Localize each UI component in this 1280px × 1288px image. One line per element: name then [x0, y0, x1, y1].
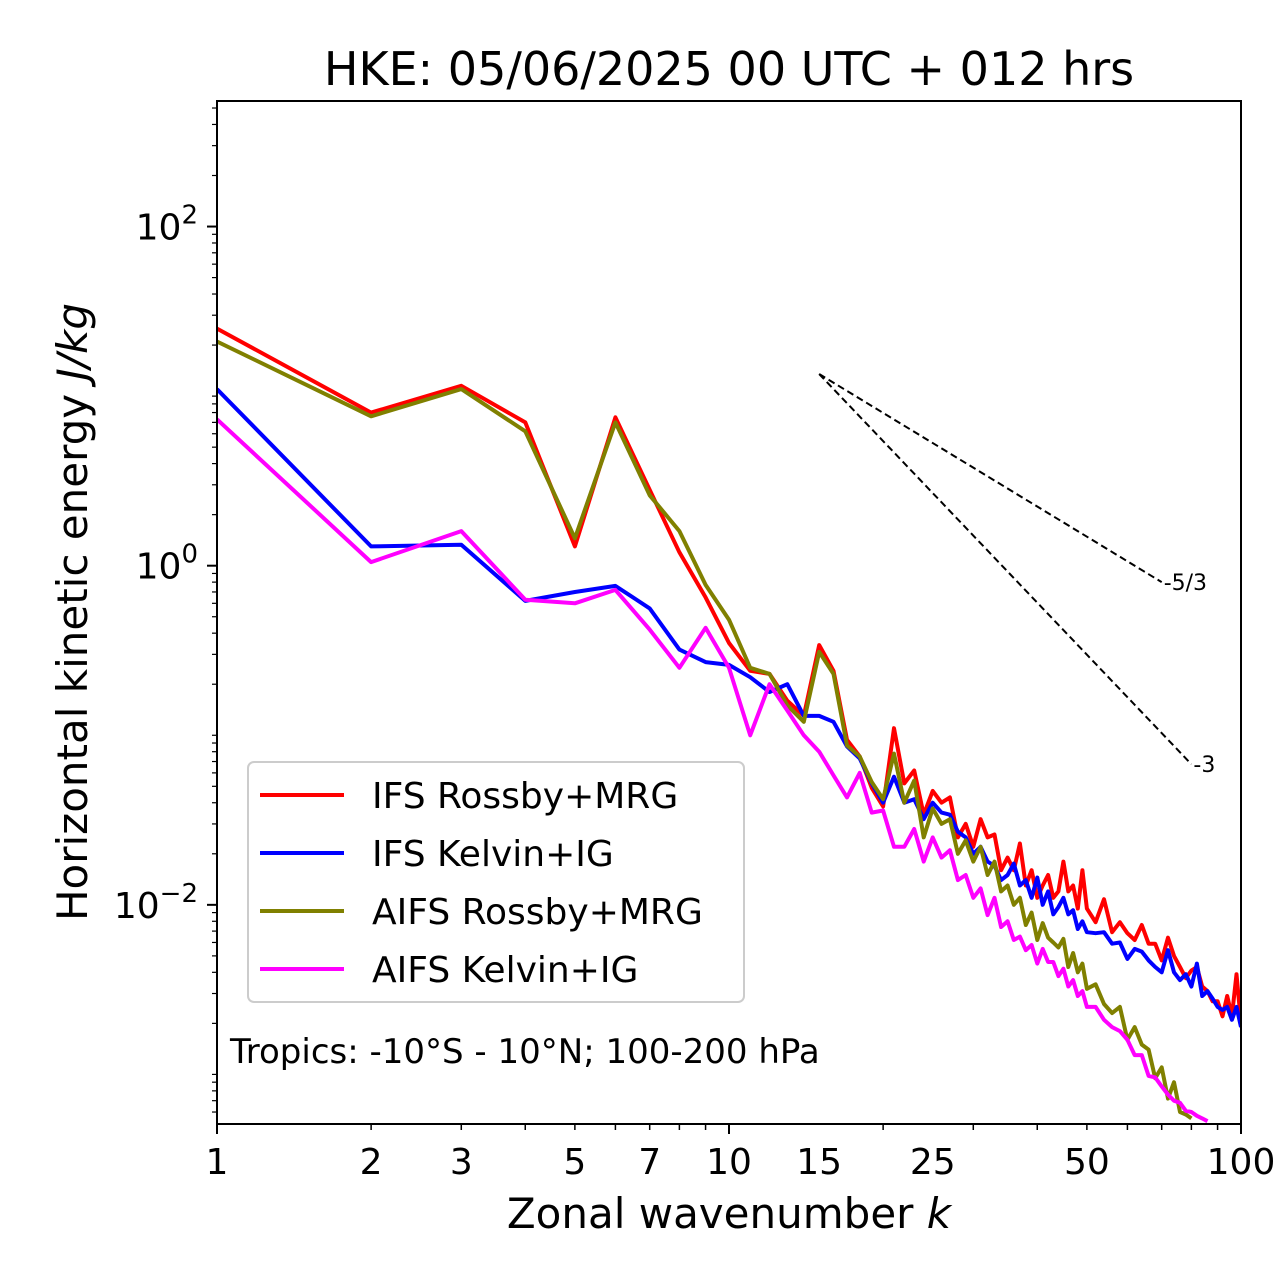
x-tick-label: 1 — [206, 1142, 229, 1183]
slope-line-1 — [818, 373, 1163, 583]
y-axis-ticks: 102 100 10−2 — [114, 107, 217, 1113]
series-group — [217, 326, 1241, 1123]
x-tick-label: 25 — [910, 1142, 956, 1183]
slope-label-1: -5/3 — [1164, 571, 1207, 596]
legend-label-1: IFS Rossby+MRG — [372, 776, 678, 817]
series-line-2 — [217, 387, 1241, 1028]
legend-label-2: IFS Kelvin+IG — [372, 834, 614, 875]
plot-area: -5/3 -3 — [216, 100, 1242, 1125]
x-tick-label: 2 — [360, 1142, 383, 1183]
x-axis-ticks: 1 2 3 5 7 10 15 25 50 100 — [206, 1124, 1276, 1183]
slope-line-2 — [818, 373, 1193, 765]
x-tick-label: 10 — [706, 1142, 752, 1183]
chart-title: HKE: 05/06/2025 00 UTC + 012 hrs — [324, 42, 1134, 96]
series-line-4 — [217, 417, 1209, 1123]
x-tick-label: 100 — [1207, 1142, 1276, 1183]
y-tick-label: 100 — [136, 540, 198, 588]
legend-label-3: AIFS Rossby+MRG — [372, 892, 703, 933]
x-tick-label: 5 — [563, 1142, 586, 1183]
series-line-3 — [217, 339, 1193, 1121]
x-tick-label: 50 — [1064, 1142, 1110, 1183]
legend-entries: IFS Rossby+MRG IFS Kelvin+IG AIFS Rossby+M… — [260, 776, 703, 991]
x-tick-label: 3 — [450, 1142, 473, 1183]
legend: IFS Rossby+MRG IFS Kelvin+IG AIFS Rossby+M… — [247, 761, 745, 1003]
legend-label-4: AIFS Kelvin+IG — [372, 950, 638, 991]
y-tick-label: 10−2 — [114, 879, 198, 927]
x-axis-label: Zonal wavenumber k — [507, 1189, 953, 1238]
reference-slopes: -5/3 -3 — [818, 373, 1215, 778]
legend-box — [247, 761, 745, 1003]
slope-label-2: -3 — [1193, 753, 1215, 778]
region-annotation: Tropics: -10°S - 10°N; 100-200 hPa — [229, 1032, 820, 1072]
x-tick-label: 15 — [796, 1142, 842, 1183]
x-tick-label: 7 — [638, 1142, 661, 1183]
y-tick-label: 102 — [136, 201, 198, 249]
y-axis-label: Horizontal kinetic energy J/kg — [48, 303, 97, 921]
